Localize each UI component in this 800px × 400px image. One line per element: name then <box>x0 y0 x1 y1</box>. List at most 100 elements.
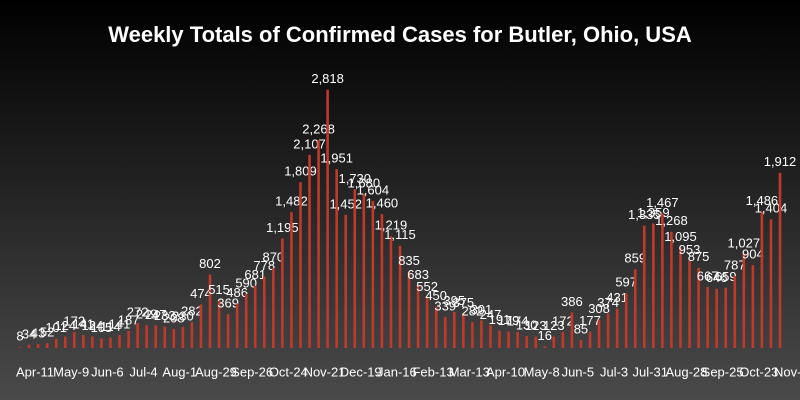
data-label: 105 <box>91 320 113 335</box>
data-label: 1,115 <box>384 227 416 242</box>
data-label: 308 <box>588 301 610 316</box>
data-label: 43 <box>31 325 45 340</box>
x-tick-label: Sep-25 <box>702 364 744 379</box>
data-label: 486 <box>226 285 248 300</box>
data-label: 1,482 <box>275 194 308 209</box>
data-label: 2,818 <box>311 71 344 86</box>
x-tick-label: Jul-31 <box>633 364 668 379</box>
x-tick-label: Aug-1 <box>162 364 197 379</box>
data-label: 875 <box>688 249 710 264</box>
bar <box>606 313 610 348</box>
data-label: 249 <box>136 307 158 322</box>
data-label: 52 <box>40 325 54 340</box>
chart-title: Weekly Totals of Confirmed Cases for But… <box>108 22 692 47</box>
data-label: 953 <box>679 242 701 257</box>
data-label: 141 <box>109 317 131 332</box>
x-tick-label: Sep-26 <box>231 364 273 379</box>
bar <box>661 213 664 348</box>
data-label: 515 <box>208 282 230 297</box>
x-tick-label: Aug-28 <box>665 364 707 379</box>
data-label: 114 <box>100 319 121 334</box>
bar <box>543 346 547 348</box>
data-label: 1,912 <box>764 154 797 169</box>
bar <box>181 326 185 348</box>
bar <box>480 320 483 348</box>
data-label: 1,404 <box>755 201 788 216</box>
data-label: 646 <box>706 270 728 285</box>
bar <box>226 314 230 348</box>
data-label: 552 <box>416 279 438 294</box>
bar <box>525 336 528 348</box>
data-label: 101 <box>45 320 67 335</box>
bar <box>299 182 302 348</box>
bar <box>561 332 565 348</box>
data-label: 386 <box>561 294 583 309</box>
bar <box>190 322 194 348</box>
data-label: 174 <box>507 313 529 328</box>
data-label: 301 <box>471 302 493 317</box>
bar <box>624 293 628 348</box>
data-label: 904 <box>742 247 764 262</box>
data-label: 431 <box>606 290 628 305</box>
bar <box>253 285 257 348</box>
bar <box>163 326 167 348</box>
data-label: 1,730 <box>338 171 371 186</box>
bar <box>552 336 556 348</box>
data-label: 450 <box>425 288 447 303</box>
bar <box>154 325 158 348</box>
data-label: 172 <box>552 314 574 329</box>
data-label: 2,107 <box>293 136 326 151</box>
bar <box>724 287 728 348</box>
x-tick-label: Oct-24 <box>269 364 308 379</box>
bar <box>272 268 275 348</box>
data-label: 835 <box>398 253 420 268</box>
data-label: 681 <box>244 267 266 282</box>
bar <box>172 328 176 348</box>
x-tick-label: May-9 <box>53 364 89 379</box>
data-label: 1,095 <box>664 229 697 244</box>
bar <box>290 212 293 348</box>
bar <box>407 271 411 348</box>
data-label: 272 <box>127 305 149 320</box>
bar <box>335 169 338 348</box>
bar <box>462 313 465 348</box>
data-label: 8 <box>16 329 23 344</box>
bar <box>353 189 357 348</box>
bar <box>136 323 139 348</box>
bar <box>344 214 348 348</box>
bar <box>597 319 601 348</box>
bar <box>688 260 691 348</box>
data-label: 597 <box>615 275 637 290</box>
x-tick-label: Nov-20 <box>774 364 800 379</box>
bar <box>308 154 311 348</box>
data-label: 124 <box>54 318 76 333</box>
bar <box>706 286 709 348</box>
data-label: 230 <box>172 308 194 323</box>
bar <box>534 336 538 348</box>
data-label: 1,680 <box>348 175 381 190</box>
data-label: 1,027 <box>728 235 761 250</box>
bar <box>208 274 212 348</box>
data-label: 191 <box>489 312 511 327</box>
data-label: 282 <box>181 304 203 319</box>
data-label: 233 <box>154 308 176 323</box>
data-label: 1,951 <box>320 151 353 166</box>
data-label: 474 <box>190 286 212 301</box>
data-label: 1,809 <box>284 164 317 179</box>
bar <box>18 347 22 348</box>
bar <box>633 269 637 348</box>
bar <box>145 325 148 348</box>
bar <box>769 219 773 348</box>
data-label: 1,335 <box>628 207 661 222</box>
bar <box>760 211 764 348</box>
bar <box>398 245 402 348</box>
bar <box>570 312 574 348</box>
x-tick-label: Jul-3 <box>600 364 628 379</box>
data-label: 177 <box>579 313 601 328</box>
x-tick-label: Jun-5 <box>562 364 595 379</box>
bar <box>425 297 429 348</box>
bar <box>489 325 492 348</box>
bar <box>54 338 58 348</box>
bar <box>670 231 673 348</box>
